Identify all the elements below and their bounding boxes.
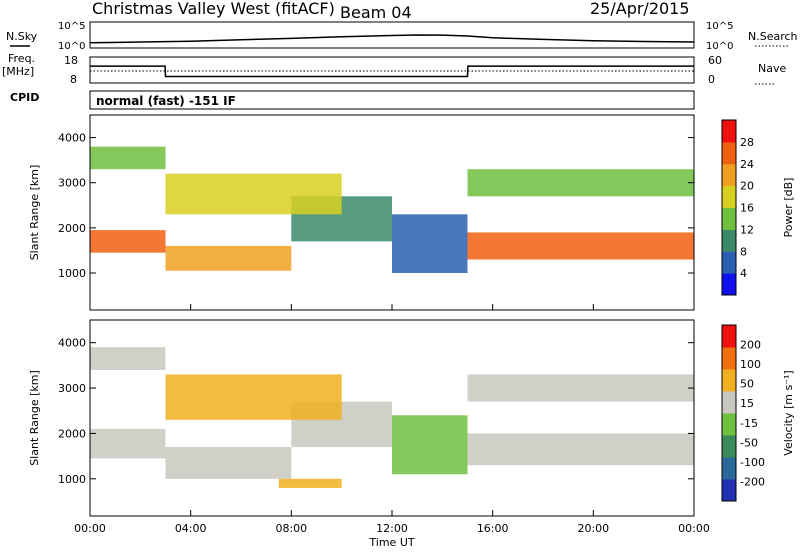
- velocity-heatmap: [90, 347, 694, 488]
- velocity-colorbar-tick: 200: [740, 339, 761, 352]
- velocity-band: [165, 374, 342, 420]
- velocity-ytick-label: 1000: [58, 473, 86, 486]
- power-colorbar-cell: [722, 141, 736, 165]
- beam-title: Beam 04: [340, 3, 412, 22]
- noise-sky-line: [89, 34, 695, 44]
- power-band: [165, 173, 342, 215]
- velocity-xtick-label: 16:00: [477, 522, 509, 535]
- power-colorbar-tick: 8: [740, 245, 747, 258]
- power-colorbar-tick: 16: [740, 202, 754, 215]
- velocity-colorbar-tick: -200: [740, 475, 765, 488]
- velocity-colorbar-cell: [722, 347, 736, 370]
- velocity-xtick-label: 00:00: [74, 522, 106, 535]
- power-band: [165, 245, 292, 271]
- power-colorbar-cell: [722, 163, 736, 187]
- velocity-colorbar-cell: [722, 457, 736, 480]
- velocity-xtick-label: 08:00: [275, 522, 307, 535]
- nave-tick-0: 0: [708, 73, 715, 86]
- velocity-ytick-label: 4000: [58, 337, 86, 350]
- velocity-colorbar-tick: 100: [740, 358, 761, 371]
- power-ytick-label: 4000: [58, 132, 86, 145]
- velocity-band: [165, 447, 292, 479]
- power-colorbar-tick: 4: [740, 267, 747, 280]
- power-band: [467, 232, 694, 260]
- velocity-colorbar-tick: 15: [740, 397, 754, 410]
- freq-panel: [89, 56, 695, 84]
- velocity-band: [278, 478, 342, 488]
- velocity-colorbar-cell: [722, 479, 736, 502]
- power-ytick-label: 1000: [58, 267, 86, 280]
- cpid-value: normal (fast) -151 IF: [96, 94, 236, 108]
- nave-label: Nave: [758, 62, 786, 75]
- noise-top-tick-right: 10^5: [706, 21, 733, 32]
- nsky-label: N.Sky: [6, 30, 38, 43]
- noise-bottom-tick: 10^0: [58, 41, 85, 52]
- power-colorbar-tick: 20: [740, 180, 754, 193]
- power-colorbar-label: Power [dB]: [782, 178, 795, 238]
- velocity-colorbar-label: Velocity [m s⁻¹]: [782, 370, 795, 455]
- velocity-colorbar-cell: [722, 435, 736, 458]
- axes-layer: 1000 2000 3000 4000 Slant Range [km] 28 24 20 16…: [28, 114, 795, 549]
- velocity-xtick-label: 04:00: [175, 522, 207, 535]
- velocity-band: [467, 433, 694, 466]
- power-colorbar-frame: [721, 119, 737, 296]
- cpid-panel: [89, 90, 695, 110]
- velocity-colorbar-frame: [721, 324, 737, 502]
- power-colorbar-cell: [722, 229, 736, 252]
- power-colorbar-cell: [722, 185, 736, 208]
- noise-panel: [89, 21, 695, 49]
- station-title: Christmas Valley West (fitACF): [92, 0, 335, 18]
- cpid-label: CPID: [10, 91, 39, 104]
- velocity-colorbar-tick: -100: [740, 456, 765, 469]
- freq-tick-18: 18: [64, 54, 78, 67]
- velocity-ytick-label: 3000: [58, 382, 86, 395]
- power-band: [90, 146, 166, 170]
- noise-top-tick: 10^5: [58, 21, 85, 32]
- power-band: [392, 214, 468, 273]
- freq-unit-label: [MHz]: [2, 65, 34, 78]
- nave-tick-60: 60: [708, 54, 722, 67]
- velocity-colorbar-cell: [722, 369, 736, 392]
- power-colorbar-cell: [722, 207, 736, 230]
- power-ytick-label: 3000: [58, 177, 86, 190]
- velocity-band: [392, 415, 468, 475]
- velocity-ylabel: Slant Range [km]: [28, 370, 41, 466]
- velocity-band: [467, 374, 694, 402]
- power-colorbar-tick: 28: [740, 136, 754, 149]
- velocity-xtick-label: 12:00: [376, 522, 408, 535]
- velocity-colorbar-tick: -50: [740, 436, 758, 449]
- freq-label: Freq.: [8, 52, 35, 65]
- power-colorbar-cell: [722, 120, 736, 143]
- power-colorbar-tick: 24: [740, 158, 754, 171]
- velocity-colorbar-cell: [722, 391, 736, 414]
- freq-tick-8: 8: [70, 73, 77, 86]
- power-band: [467, 169, 694, 197]
- noise-bottom-tick-right: 10^0: [706, 41, 733, 52]
- power-ytick-label: 2000: [58, 222, 86, 235]
- velocity-band: [90, 428, 166, 459]
- velocity-colorbar-cell: [722, 413, 736, 436]
- power-colorbar-cell: [722, 273, 736, 296]
- velocity-xtick-label: 20:00: [577, 522, 609, 535]
- velocity-xlabel: Time UT: [368, 536, 414, 549]
- power-colorbar-cell: [722, 251, 736, 274]
- power-ylabel: Slant Range [km]: [28, 165, 41, 261]
- freq-line: [90, 65, 694, 78]
- velocity-ytick-label: 2000: [58, 427, 86, 440]
- velocity-xtick-label: 00:00: [678, 522, 710, 535]
- velocity-colorbar-tick: 50: [740, 378, 754, 391]
- velocity-colorbar-cell: [722, 325, 736, 348]
- power-band: [90, 230, 166, 253]
- velocity-colorbar-tick: -15: [740, 417, 758, 430]
- nsearch-label: N.Search: [748, 30, 798, 43]
- velocity-band: [90, 347, 166, 370]
- power-colorbar-tick: 12: [740, 223, 754, 236]
- date-title: 25/Apr/2015: [590, 0, 690, 18]
- power-heatmap: [90, 146, 694, 273]
